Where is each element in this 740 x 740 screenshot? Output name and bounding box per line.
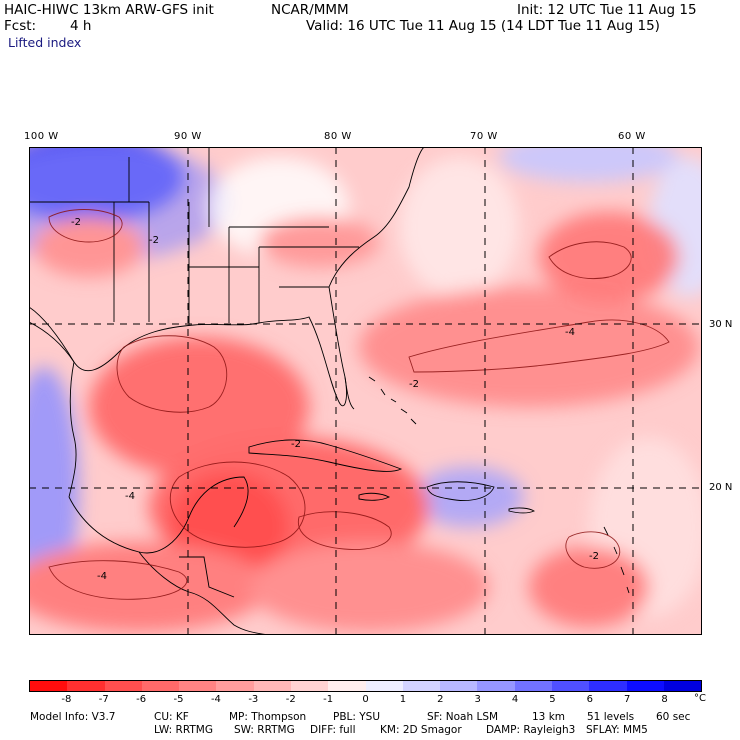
colorbar-tick-label: 4 bbox=[511, 694, 519, 705]
unstable-atlantic-band bbox=[359, 287, 699, 407]
contour-label: -2 bbox=[71, 217, 81, 228]
guatemala-border bbox=[179, 556, 235, 598]
footer-damp: DAMP: Rayleigh3 bbox=[486, 724, 576, 736]
colorbar-tick-label: -3 bbox=[248, 694, 259, 705]
contour-label: -2 bbox=[291, 439, 301, 450]
stable-region-hispaniola bbox=[414, 467, 524, 527]
colorbar-swatch bbox=[626, 681, 664, 691]
footer-timestep: 60 sec bbox=[656, 711, 691, 723]
colorbar-unit: °C bbox=[694, 693, 706, 704]
footer-km: KM: 2D Smagor bbox=[380, 724, 462, 736]
unstable-atlantic-ne bbox=[539, 212, 679, 302]
colorbar-swatch bbox=[402, 681, 441, 691]
colorbar-tick-label: 6 bbox=[586, 694, 594, 705]
unstable-texas bbox=[34, 217, 144, 277]
unstable-se-carib bbox=[529, 547, 649, 627]
init-time: Init: 12 UTC Tue 11 Aug 15 bbox=[517, 2, 697, 18]
colorbar-tick-label: -6 bbox=[136, 694, 147, 705]
colorbar-swatch bbox=[253, 681, 291, 691]
state-borders bbox=[29, 147, 359, 325]
valid-time: Valid: 16 UTC Tue 11 Aug 15 (14 LDT Tue … bbox=[306, 18, 660, 34]
colorbar-swatch bbox=[440, 681, 478, 691]
contour-label: -2 bbox=[149, 235, 159, 246]
colorbar bbox=[29, 680, 702, 692]
colorbar-swatch bbox=[179, 681, 217, 691]
unstable-carolinas bbox=[259, 217, 379, 267]
colorbar-swatch bbox=[30, 681, 68, 691]
lon-label-90w: 90 W bbox=[174, 131, 202, 142]
gulf-coast bbox=[29, 147, 425, 407]
puerto-rico bbox=[508, 507, 535, 514]
colorbar-tick-label: 1 bbox=[399, 694, 407, 705]
colorbar-swatch bbox=[67, 681, 105, 691]
contour-label: -4 bbox=[125, 491, 135, 502]
colorbar-swatch bbox=[290, 681, 329, 691]
lon-label-100w: 100 W bbox=[24, 131, 59, 142]
footer-pbl: PBL: YSU bbox=[333, 711, 381, 723]
colorbar-tick-label: 8 bbox=[661, 694, 668, 705]
cuba bbox=[248, 439, 403, 472]
colorbar-swatch bbox=[477, 681, 515, 691]
stable-region-atlantic-ne bbox=[499, 147, 679, 182]
colorbar-swatch bbox=[551, 681, 590, 691]
forecast-label: Fcst: bbox=[4, 18, 37, 34]
jamaica bbox=[358, 492, 391, 501]
colorbar-tick-label: -7 bbox=[98, 694, 109, 705]
unstable-central-america bbox=[29, 542, 269, 632]
colorbar-swatch bbox=[104, 681, 142, 691]
colorbar-tick-label: -4 bbox=[210, 694, 221, 705]
forecast-hour: 4 h bbox=[70, 18, 92, 34]
footer-sw: SW: RRTMG bbox=[234, 724, 295, 736]
colorbar-tick-label: 5 bbox=[549, 694, 556, 705]
florida-keys bbox=[344, 376, 355, 410]
colorbar-swatch bbox=[141, 681, 180, 691]
footer-mp: MP: Thompson bbox=[229, 711, 307, 723]
footer-levels: 51 levels bbox=[587, 711, 635, 723]
lon-label-80w: 80 W bbox=[324, 131, 352, 142]
lat-label-20n: 20 N bbox=[709, 482, 733, 493]
contour-label: -2 bbox=[409, 379, 419, 390]
unstable-south-caribbean bbox=[249, 542, 489, 632]
footer-sflay: SFLAY: MM5 bbox=[586, 724, 648, 736]
colorbar-swatch bbox=[514, 681, 552, 691]
footer-sf: SF: Noah LSM bbox=[427, 711, 499, 723]
footer-cu: CU: KF bbox=[154, 711, 189, 723]
colorbar-tick-label: 2 bbox=[437, 694, 444, 705]
contour-label: -4 bbox=[565, 327, 575, 338]
colorbar-swatch bbox=[216, 681, 254, 691]
colorbar-tick-label: 3 bbox=[474, 694, 481, 705]
hispaniola bbox=[426, 481, 495, 501]
footer-diff: DIFF: full bbox=[310, 724, 356, 736]
field-name: Lifted index bbox=[8, 35, 82, 50]
lon-label-70w: 70 W bbox=[470, 131, 498, 142]
central-america bbox=[138, 551, 270, 635]
colorbar-tick-label: 7 bbox=[624, 694, 631, 705]
colorbar-swatch bbox=[328, 681, 366, 691]
org-label: NCAR/MMM bbox=[271, 2, 349, 18]
lat-label-30n: 30 N bbox=[709, 319, 733, 330]
bahamas bbox=[368, 376, 417, 425]
lesser-antilles bbox=[603, 526, 630, 594]
texas-coast bbox=[68, 361, 77, 498]
footer-model-info: Model Info: V3.7 bbox=[30, 711, 116, 723]
stable-region-mexico bbox=[29, 367, 79, 607]
lon-label-60w: 60 W bbox=[618, 131, 646, 142]
footer-lw: LW: RRTMG bbox=[154, 724, 213, 736]
colorbar-tick-label: 0 bbox=[362, 694, 369, 705]
model-title: HAIC-HIWC 13km ARW-GFS init bbox=[4, 2, 214, 18]
neutral-region-atlantic bbox=[399, 157, 519, 297]
colorbar-tick-label: -1 bbox=[323, 694, 334, 705]
lifted-index-map: -2 -4 -2 -4 -2 -2 -2 -4 bbox=[29, 147, 702, 635]
colorbar-tick-label: -8 bbox=[61, 694, 72, 705]
colorbar-tick-label: -2 bbox=[285, 694, 296, 705]
colorbar-swatch bbox=[365, 681, 403, 691]
colorbar-swatch bbox=[663, 681, 702, 691]
mexico-border bbox=[29, 306, 75, 363]
mexico-coast bbox=[68, 476, 249, 554]
colorbar-swatch bbox=[589, 681, 627, 691]
colorbar-tick-label: -5 bbox=[173, 694, 184, 705]
contour-label: -2 bbox=[589, 551, 599, 562]
contour-label: -4 bbox=[97, 571, 107, 582]
footer-resolution: 13 km bbox=[532, 711, 566, 723]
